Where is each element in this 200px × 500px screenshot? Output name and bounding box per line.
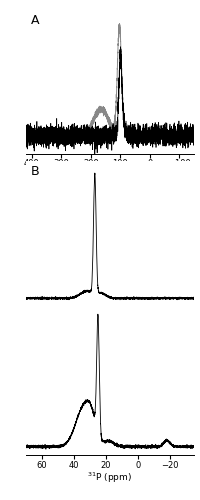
Text: A: A: [31, 14, 40, 28]
X-axis label: $^{15}$N (ppm): $^{15}$N (ppm): [87, 170, 133, 184]
Text: B: B: [31, 165, 40, 178]
X-axis label: $^{31}$P (ppm): $^{31}$P (ppm): [87, 471, 133, 486]
